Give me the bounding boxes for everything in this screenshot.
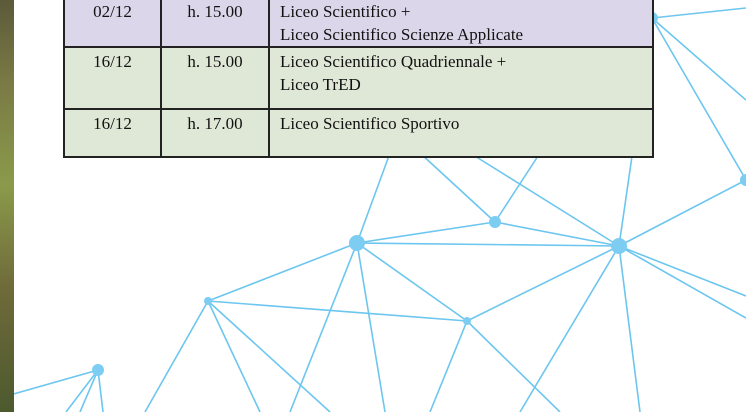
course-cell: Liceo Scientifico Quadriennale +Liceo Tr… [269, 47, 653, 109]
course-cell: Liceo Scientifico Sportivo [269, 109, 653, 157]
date-cell: 16/12 [64, 47, 161, 109]
table-row: 02/12 h. 15.00 Liceo Scientifico +Liceo … [64, 0, 653, 47]
course-line: Liceo TrED [280, 73, 642, 96]
table-row: 16/12 h. 15.00 Liceo Scientifico Quadrie… [64, 47, 653, 109]
course-line: Liceo Scientifico + [280, 0, 642, 23]
course-line: Liceo Scientifico Sportivo [280, 112, 642, 135]
course-line: Liceo Scientifico Quadriennale + [280, 50, 642, 73]
course-line: Liceo Scientifico Scienze Applicate [280, 23, 642, 46]
course-cell: Liceo Scientifico +Liceo Scientifico Sci… [269, 0, 653, 47]
time-cell: h. 15.00 [161, 0, 269, 47]
date: 16/12 [75, 50, 150, 73]
date-cell: 02/12 [64, 0, 161, 47]
photo-strip [0, 0, 14, 412]
date-cell: 16/12 [64, 109, 161, 157]
date: 16/12 [75, 112, 150, 135]
page: {"table": {"rows": [ ["02/12", "h. 15.00… [0, 0, 746, 412]
table-row: 16/12 h. 17.00 Liceo Scientifico Sportiv… [64, 109, 653, 157]
date: 02/12 [75, 0, 150, 23]
time: h. 15.00 [172, 0, 258, 23]
schedule-table: 02/12 h. 15.00 Liceo Scientifico +Liceo … [63, 0, 654, 158]
time: h. 17.00 [172, 112, 258, 135]
time-cell: h. 17.00 [161, 109, 269, 157]
time-cell: h. 15.00 [161, 47, 269, 109]
time: h. 15.00 [172, 50, 258, 73]
